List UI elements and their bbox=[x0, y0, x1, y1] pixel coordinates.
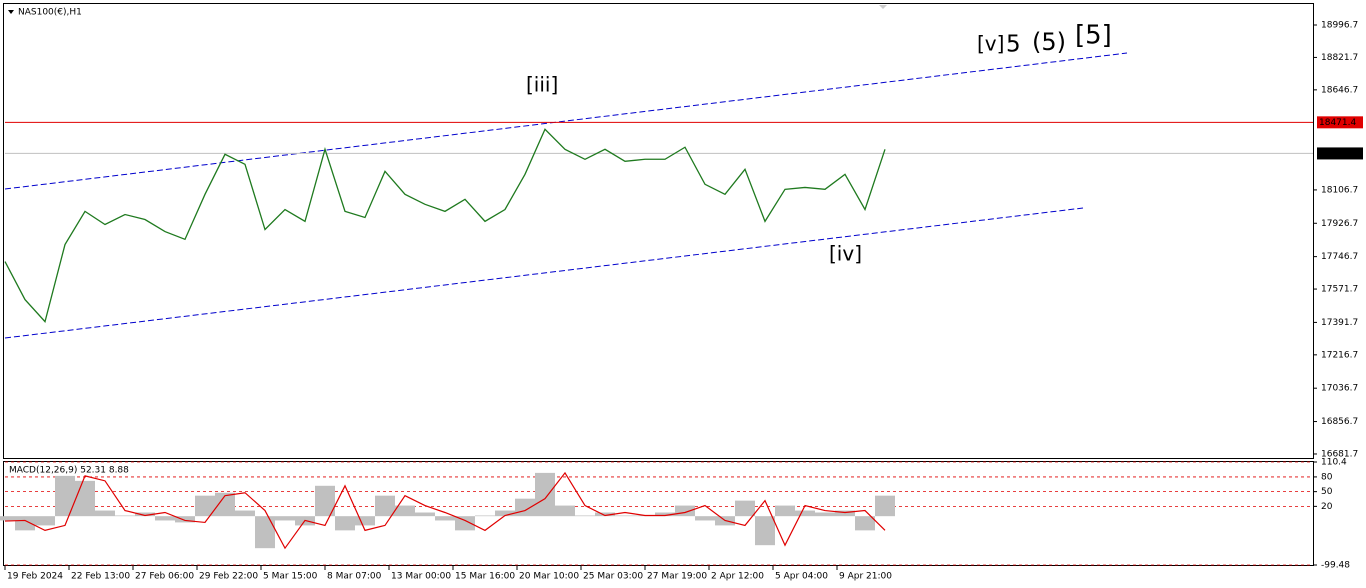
macd-bar bbox=[875, 495, 895, 517]
y-tick-label: 16681.7 bbox=[1321, 449, 1358, 459]
macd-bar bbox=[555, 505, 575, 517]
macd-bar bbox=[595, 512, 615, 517]
wave-label: 5 bbox=[1006, 32, 1021, 58]
macd-bar bbox=[0, 516, 15, 521]
y-tick-label: 17926.7 bbox=[1321, 219, 1358, 229]
macd-bar bbox=[55, 475, 75, 517]
macd-bar bbox=[115, 515, 135, 517]
x-tick-label: 27 Mar 19:00 bbox=[647, 572, 707, 582]
macd-bar bbox=[695, 516, 715, 521]
macd-bar bbox=[655, 512, 675, 517]
y-tick-label: 110.4 bbox=[1321, 458, 1347, 468]
macd-bar bbox=[615, 515, 635, 517]
macd-bar bbox=[315, 485, 335, 517]
y-tick-label: 17036.7 bbox=[1321, 384, 1358, 394]
chart-title: NAS100(€),H1 bbox=[18, 8, 82, 18]
y-tick-label: 18996.7 bbox=[1321, 20, 1358, 30]
y-tick-label: 17746.7 bbox=[1321, 252, 1358, 262]
x-tick-label: 9 Apr 21:00 bbox=[839, 572, 892, 582]
price-panel bbox=[3, 3, 1314, 459]
macd-bar bbox=[815, 512, 835, 517]
macd-bar bbox=[675, 505, 695, 517]
macd-bar bbox=[475, 515, 495, 517]
channel-lower bbox=[4, 207, 1084, 339]
macd-bar bbox=[455, 516, 475, 531]
macd-panel bbox=[3, 461, 1314, 566]
macd-bar bbox=[215, 492, 235, 517]
wave-label: (5) bbox=[1032, 28, 1066, 56]
y-tick-label: 50 bbox=[1321, 487, 1333, 497]
menu-arrow bbox=[8, 10, 14, 14]
macd-bar bbox=[515, 498, 535, 517]
macd-bar bbox=[155, 516, 175, 521]
y-tick-label: 18646.7 bbox=[1321, 85, 1358, 95]
y-tick-label: 18106.7 bbox=[1321, 185, 1358, 195]
macd-bar bbox=[35, 516, 55, 526]
x-tick-label: 5 Mar 15:00 bbox=[263, 572, 318, 582]
signal-line bbox=[4, 471, 886, 550]
macd-bar bbox=[135, 512, 155, 517]
macd-bar bbox=[535, 472, 555, 517]
y-tick-label: 18821.7 bbox=[1321, 53, 1358, 63]
x-tick-label: 29 Feb 22:00 bbox=[199, 572, 258, 582]
macd-bar bbox=[415, 512, 435, 517]
macd-bar bbox=[275, 516, 295, 521]
price-label-bg bbox=[1317, 147, 1363, 160]
x-tick-label: 22 Feb 13:00 bbox=[71, 572, 130, 582]
macd-bar bbox=[375, 495, 395, 517]
wave-label: [iv] bbox=[829, 242, 862, 266]
macd-bar bbox=[355, 516, 375, 526]
macd-bar bbox=[575, 515, 595, 517]
macd-bar bbox=[735, 500, 755, 517]
macd-bar bbox=[395, 505, 415, 517]
price-line-series bbox=[4, 128, 886, 323]
x-tick-label: 15 Mar 16:00 bbox=[455, 572, 515, 582]
macd-bar bbox=[175, 516, 195, 523]
y-tick-label: 80 bbox=[1321, 472, 1333, 482]
price-label: 18303.6 bbox=[1319, 149, 1356, 159]
macd-bar bbox=[15, 516, 35, 531]
macd-bar bbox=[755, 516, 775, 546]
y-tick-label: 16856.7 bbox=[1321, 417, 1358, 427]
y-tick-label: -99.48 bbox=[1321, 561, 1350, 571]
x-tick-label: 13 Mar 00:00 bbox=[391, 572, 451, 582]
wave-label: [v] bbox=[977, 32, 1004, 56]
macd-bar bbox=[435, 516, 455, 521]
macd-bar bbox=[835, 510, 855, 517]
y-tick-label: 17571.7 bbox=[1321, 285, 1358, 295]
macd-bar bbox=[495, 510, 515, 517]
macd-bar bbox=[255, 516, 275, 549]
price-label: 18471.4 bbox=[1319, 118, 1356, 128]
wave-label: [iii] bbox=[526, 73, 558, 97]
y-tick-label: 17391.7 bbox=[1321, 318, 1358, 328]
channel-upper bbox=[4, 52, 1128, 190]
scroll-marker bbox=[879, 5, 887, 9]
macd-bar bbox=[75, 480, 95, 517]
x-tick-label: 2 Apr 12:00 bbox=[711, 572, 764, 582]
x-tick-label: 25 Mar 03:00 bbox=[583, 572, 643, 582]
price-label-bg bbox=[1317, 116, 1363, 129]
y-tick-label: 20 bbox=[1321, 502, 1333, 512]
macd-title: MACD(12,26,9) 52.31 8.88 bbox=[9, 466, 129, 476]
y-tick-label: 17216.7 bbox=[1321, 350, 1358, 360]
x-tick-label: 20 Mar 10:00 bbox=[519, 572, 579, 582]
macd-bar bbox=[855, 516, 875, 531]
macd-bar bbox=[795, 510, 815, 517]
macd-bar bbox=[95, 510, 115, 517]
macd-bar bbox=[335, 516, 355, 531]
macd-bar bbox=[775, 505, 795, 517]
wave-label: [5] bbox=[1075, 21, 1112, 51]
x-tick-label: 27 Feb 06:00 bbox=[135, 572, 194, 582]
x-tick-label: 19 Feb 2024 bbox=[7, 572, 63, 582]
x-tick-label: 5 Apr 04:00 bbox=[775, 572, 828, 582]
x-tick-label: 8 Mar 07:00 bbox=[327, 572, 382, 582]
macd-bar bbox=[195, 495, 215, 517]
macd-bar bbox=[235, 510, 255, 517]
